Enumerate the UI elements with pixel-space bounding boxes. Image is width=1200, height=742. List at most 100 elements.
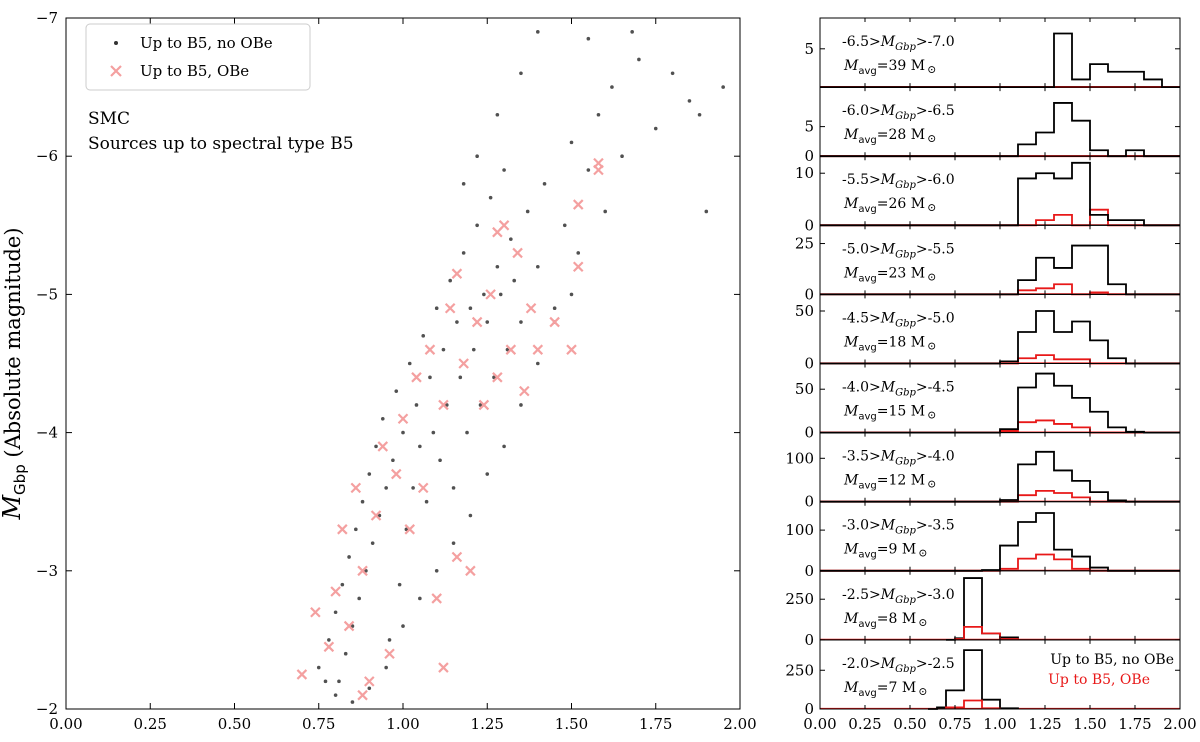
scatter-point-no-obe [394,389,399,393]
scatter-point-no-obe [404,527,409,532]
scatter-point-no-obe [434,569,439,573]
scatter-point-no-obe [536,361,540,366]
scatter-point-obe [343,620,355,632]
scatter-point-no-obe [465,430,469,435]
scatter-point-no-obe [401,430,405,435]
hist-ytick-label: 0 [804,562,814,580]
hist-range-sub: Gbp [895,457,916,468]
scatter-point-no-obe [434,306,439,311]
hist-panel-range-label: -5.5>MGbp>-6.0 [842,172,955,191]
scatter-point-obe [532,344,544,355]
hist-avg-sub: avg [858,481,876,492]
hist-xtick-label: 1.75 [1118,715,1151,733]
hist-range-symbol: M [880,587,896,603]
scatter-point-obe [512,247,523,259]
scatter-point-no-obe [414,403,419,407]
scatter-point-obe [485,289,496,300]
scatter-point-no-obe [431,430,436,435]
scatter-point-obe [377,441,389,452]
hist-avg-value: =23 M [877,265,925,281]
hist-legend-no-obe: Up to B5, no OBe [1050,652,1174,668]
scatter-xtick-label: 2.00 [723,715,756,733]
scatter-point-no-obe [347,555,351,559]
scatter-point-no-obe [424,499,429,504]
scatter-point-no-obe [475,154,479,158]
scatter-point-no-obe [380,416,385,421]
scatter-point-no-obe [536,30,540,34]
hist-avg-value: =26 M [877,196,925,212]
hist-bars-obe [945,699,1001,710]
scatter-point-no-obe [519,320,523,324]
hist-xtick-label: 2.00 [1163,715,1196,733]
scatter-point-obe [471,316,483,328]
scatter-xtick-label: 0.50 [218,715,251,733]
hist-range-post: >-6.0 [916,172,955,188]
hist-avg-sun-symbol: ⊙ [927,201,936,214]
hist-range-sub: Gbp [895,664,916,675]
hist-panel-range-label: -5.0>MGbp>-5.5 [842,241,955,260]
hist-avg-value: =12 M [877,473,925,489]
scatter-point-no-obe [461,251,466,255]
scatter-point-obe [478,399,490,411]
hist-range-post: >-7.0 [916,34,955,50]
hist-range-sub: Gbp [895,318,916,329]
hist-ytick-label: 0 [804,631,814,649]
scatter-point-no-obe [418,444,422,449]
scatter-point-no-obe [704,209,709,214]
scatter-point-no-obe [569,292,574,297]
scatter-point-no-obe [445,403,449,407]
scatter-point-no-obe [586,36,591,41]
scatter-point-no-obe [323,679,328,684]
hist-avg-sub: avg [858,204,876,215]
scatter-point-obe [404,524,416,535]
legend-marker-no-obe [114,41,118,45]
hist-ytick-label: 100 [785,449,814,467]
hist-range-sub: Gbp [895,111,916,122]
scatter-point-no-obe [418,596,422,601]
hist-ytick-label: 0 [804,216,814,234]
hist-ytick-label: 0 [804,424,814,442]
hist-avg-value: =8 M [877,611,916,627]
scatter-point-no-obe [333,693,338,697]
scatter-point-obe [370,510,382,521]
scatter-point-no-obe [630,30,634,34]
scatter-point-no-obe [697,112,702,117]
scatter-point-no-obe [367,472,372,476]
scatter-point-no-obe [357,596,361,601]
scatter-point-obe [330,586,341,597]
hist-ytick-label: 50 [795,380,814,398]
hist-ytick-label: 0 [804,355,814,373]
scatter-point-no-obe [586,168,591,172]
scatter-point-no-obe [653,126,658,131]
scatter-point-obe [296,669,308,680]
scatter-point-no-obe [391,458,395,463]
scatter-point-no-obe [512,278,517,283]
scatter-point-no-obe [603,209,607,214]
hist-range-symbol: M [880,656,896,672]
scatter-ytick-label: −6 [36,147,58,165]
scatter-ytick-label: −7 [36,9,58,27]
scatter-point-no-obe [519,71,523,76]
scatter-point-obe [465,565,476,577]
hist-range-pre: -3.5> [842,449,881,465]
hist-ytick-label: 0 [804,147,814,165]
hist-avg-symbol: M [843,334,859,350]
scatter-point-no-obe [316,665,321,670]
hist-panel-range-label: -4.5>MGbp>-5.0 [842,310,955,329]
hist-avg-sub: avg [858,273,876,284]
hist-panel-range-label: -6.5>MGbp>-7.0 [842,34,955,53]
hist-panel-range-label: -4.0>MGbp>-4.5 [842,380,955,399]
hist-range-symbol: M [880,310,896,326]
scatter-point-no-obe [492,375,496,380]
scatter-point-no-obe [505,347,510,352]
hist-range-sub: Gbp [895,42,916,53]
scatter-point-obe [444,302,456,314]
legend-label-no-obe: Up to B5, no OBe [140,34,273,52]
scatter-point-obe [492,372,503,383]
hist-range-symbol: M [880,34,896,50]
scatter-point-obe [451,551,463,563]
hist-range-pre: -6.0> [842,103,881,119]
hist-avg-sun-symbol: ⊙ [918,685,927,698]
